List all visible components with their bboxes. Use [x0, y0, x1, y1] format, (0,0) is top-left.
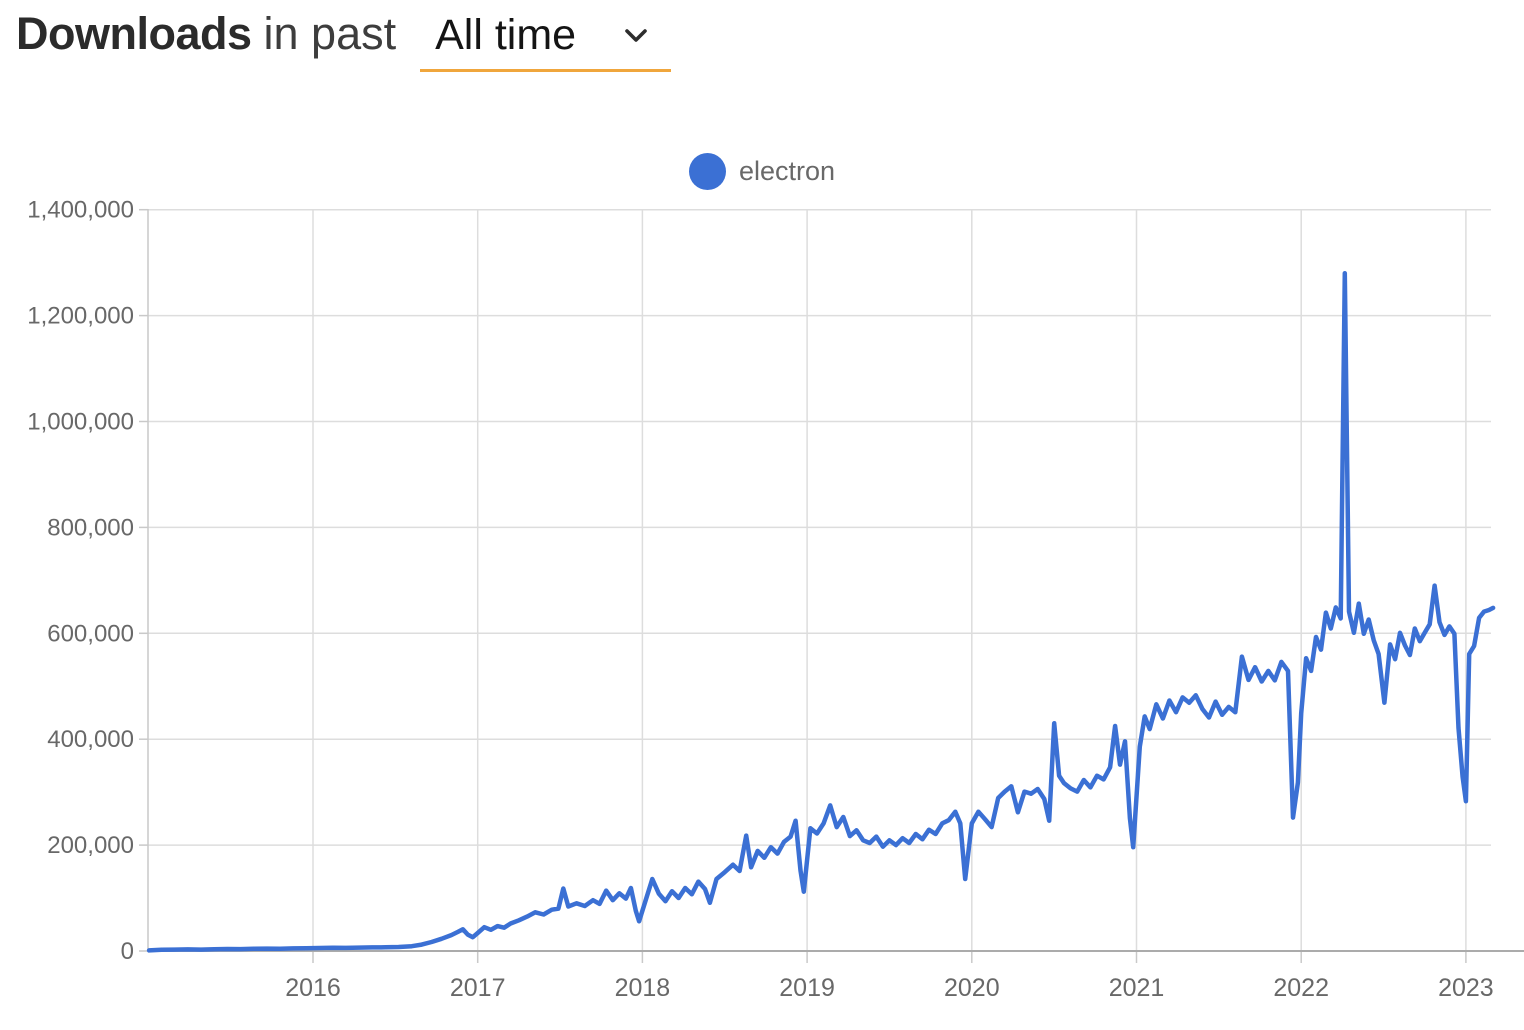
- y-tick-label: 1,200,000: [27, 303, 134, 330]
- y-tick-label: 1,000,000: [27, 409, 134, 436]
- x-tick-label: 2022: [1273, 974, 1329, 1002]
- series-label: electron: [738, 156, 836, 186]
- page-header: Downloads in past All time: [16, 8, 672, 72]
- page-title-suffix: in past: [263, 8, 397, 59]
- time-range-value: All time: [435, 11, 577, 59]
- page-title: Downloads: [16, 8, 252, 59]
- x-tick-label: 2017: [450, 974, 506, 1002]
- legend-item-electron[interactable]: electron: [688, 153, 836, 190]
- y-tick-label: 400,000: [47, 726, 134, 753]
- y-tick-label: 0: [121, 938, 134, 965]
- x-tick-label: 2020: [944, 974, 1000, 1002]
- series-marker-icon: [688, 153, 726, 190]
- x-tick-label: 2023: [1438, 974, 1494, 1002]
- x-tick-label: 2021: [1109, 974, 1165, 1002]
- y-tick-label: 800,000: [47, 514, 134, 541]
- y-tick-label: 200,000: [47, 832, 134, 859]
- x-tick-label: 2016: [285, 974, 341, 1002]
- x-tick-label: 2019: [779, 974, 835, 1002]
- y-tick-label: 600,000: [47, 620, 134, 647]
- series-line-electron: [146, 270, 1496, 953]
- x-tick-label: 2018: [615, 974, 671, 1002]
- time-range-select[interactable]: All time: [420, 11, 672, 72]
- chevron-down-icon: [624, 28, 648, 44]
- chart-legend: electron: [0, 153, 1524, 190]
- y-tick-label: 1,400,000: [27, 197, 134, 224]
